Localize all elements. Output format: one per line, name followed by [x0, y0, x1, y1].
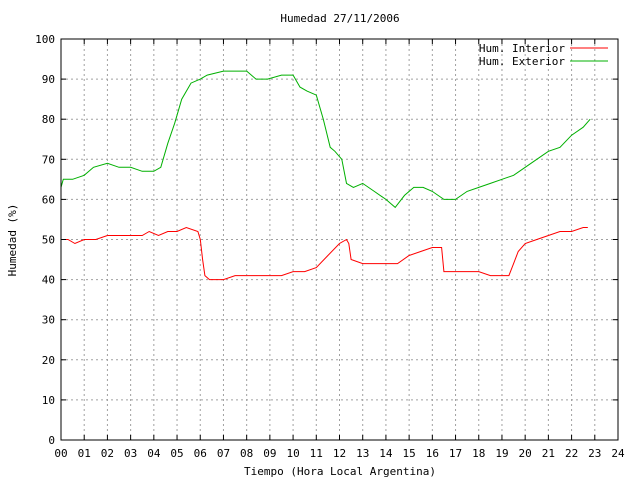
y-tick-label: 60 [42, 193, 55, 206]
legend-label-exterior: Hum. Exterior [479, 55, 565, 68]
x-tick-label: 04 [147, 447, 161, 460]
x-tick-label: 03 [124, 447, 137, 460]
x-tick-label: 19 [495, 447, 508, 460]
x-tick-label: 06 [194, 447, 207, 460]
x-tick-label: 09 [263, 447, 276, 460]
y-axis-label: Humedad (%) [6, 204, 19, 277]
y-tick-label: 0 [48, 434, 55, 447]
x-tick-label: 00 [54, 447, 67, 460]
x-tick-label: 10 [286, 447, 299, 460]
legend-label-interior: Hum. Interior [479, 42, 565, 55]
x-tick-labels: 00 01 02 03 04 05 06 07 08 09 10 11 12 13 14 15 16 17 18 19… [54, 447, 625, 460]
chart-title: Humedad 27/11/2006 [280, 12, 399, 25]
grid [61, 39, 618, 440]
y-tick-label: 90 [42, 73, 55, 86]
y-tick-label: 30 [42, 314, 55, 327]
plot-lines [60, 70, 591, 281]
series-line-exterior [60, 70, 591, 209]
y-tick-label: 80 [42, 113, 55, 126]
y-tick-label: 100 [35, 33, 55, 46]
y-tick-label: 70 [42, 153, 55, 166]
x-tick-label: 02 [101, 447, 114, 460]
x-tick-label: 23 [588, 447, 601, 460]
x-axis-label: Tiempo (Hora Local Argentina) [244, 465, 436, 478]
x-tick-label: 17 [449, 447, 462, 460]
x-tick-label: 05 [170, 447, 183, 460]
x-tick-label: 12 [333, 447, 346, 460]
x-tick-label: 22 [565, 447, 578, 460]
x-tick-label: 21 [542, 447, 555, 460]
x-tick-label: 08 [240, 447, 253, 460]
x-tick-label: 16 [426, 447, 439, 460]
x-tick-label: 11 [310, 447, 323, 460]
y-tick-label: 40 [42, 274, 55, 287]
x-tick-label: 13 [356, 447, 369, 460]
y-tick-label: 10 [42, 394, 55, 407]
axis-ticks [60, 38, 619, 441]
legend: Hum. Interior Hum. Exterior [479, 42, 608, 68]
x-tick-label: 18 [472, 447, 485, 460]
y-tick-labels: 0 10 20 30 40 50 60 70 80 90 100 [35, 33, 55, 447]
x-tick-label: 01 [78, 447, 91, 460]
x-tick-label: 14 [379, 447, 393, 460]
y-tick-label: 50 [42, 234, 55, 247]
series-line-interior [61, 226, 588, 281]
x-tick-label: 07 [217, 447, 230, 460]
x-tick-label: 15 [403, 447, 416, 460]
y-tick-label: 20 [42, 354, 55, 367]
x-tick-label: 20 [519, 447, 532, 460]
x-tick-label: 24 [611, 447, 625, 460]
